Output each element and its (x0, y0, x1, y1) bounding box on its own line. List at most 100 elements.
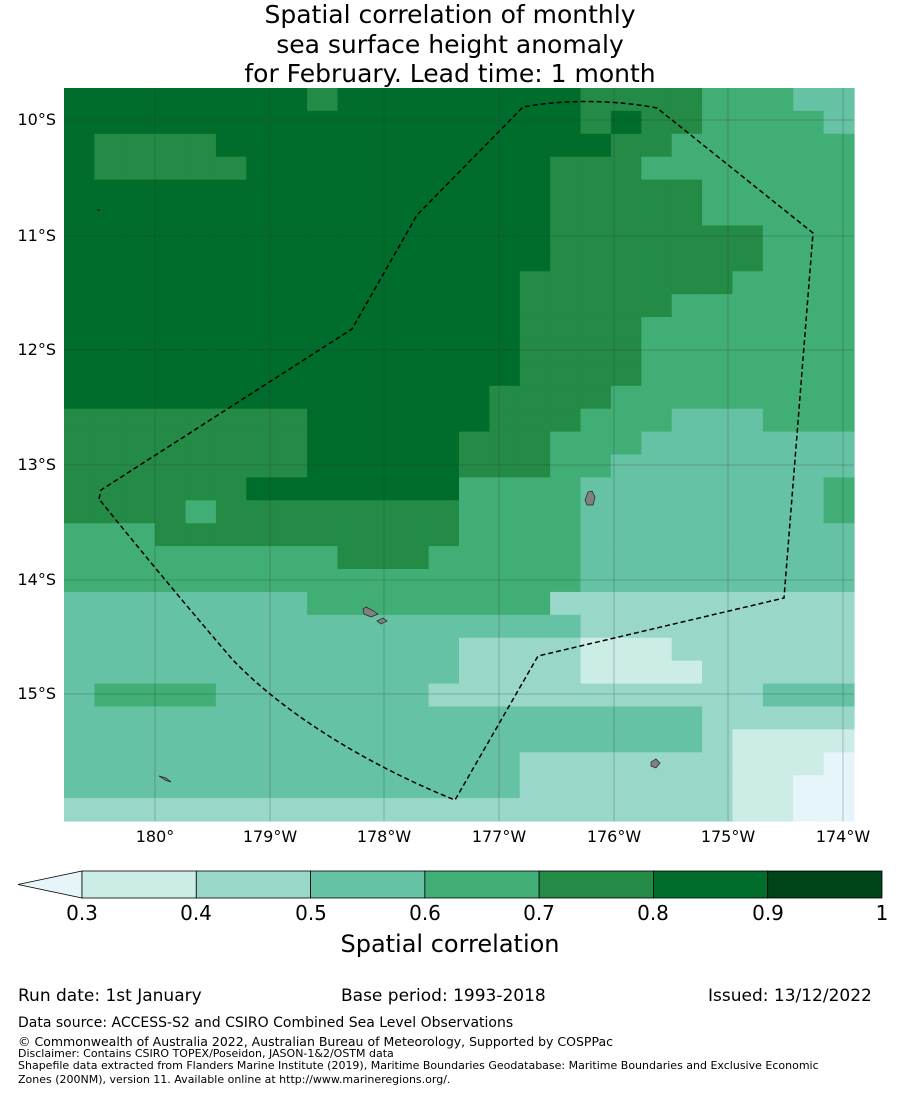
colorbar-tick: 0.6 (409, 901, 441, 925)
grid-cell (428, 225, 460, 249)
grid-cell (732, 729, 764, 753)
lon-label-174w: 174°W (815, 827, 871, 846)
grid-cell (155, 156, 187, 181)
grid-cell (94, 133, 126, 158)
grid-cell (428, 179, 460, 204)
grid-cell (641, 385, 673, 410)
grid-cell (762, 569, 794, 593)
grid-cell (519, 660, 551, 685)
copyright: © Commonwealth of Australia 2022, Austra… (18, 1034, 613, 1049)
grid-cell (702, 362, 734, 387)
grid-cell (671, 591, 703, 616)
grid-cell (276, 156, 308, 181)
grid-cell (307, 408, 339, 433)
grid-cell (337, 591, 369, 616)
grid-cell (489, 706, 521, 730)
grid-cell (398, 683, 430, 708)
grid-cell (428, 133, 460, 158)
grid-cell (185, 202, 217, 227)
grid-cell (215, 752, 247, 776)
lon-label-178w: 178°W (356, 827, 412, 846)
grid-cell (276, 706, 308, 730)
grid-cell (64, 362, 95, 387)
grid-cell (793, 317, 825, 341)
grid-cell (702, 454, 734, 479)
grid-cell (307, 752, 339, 776)
grid-cell (489, 271, 521, 295)
grid-cell (367, 614, 399, 639)
grid-cell (124, 88, 156, 112)
grid-cell (580, 431, 612, 456)
grid-cell (185, 408, 217, 433)
grid-cell (732, 523, 764, 547)
grid-cell (94, 500, 126, 524)
grid-cell (398, 477, 430, 501)
grid-cell (550, 454, 582, 479)
grid-cell (610, 133, 642, 158)
grid-cell (580, 546, 612, 570)
grid-cell (732, 431, 764, 456)
grid-cell (337, 362, 369, 387)
grid-cell (337, 752, 369, 776)
grid-cell (823, 339, 855, 364)
grid-cell (124, 569, 156, 593)
colorbar-segment (653, 870, 769, 899)
grid-cell (671, 88, 703, 112)
grid-cell (489, 202, 521, 227)
grid-cell (246, 431, 278, 456)
grid-cell (671, 362, 703, 387)
grid-cell (671, 706, 703, 730)
grid-cell (550, 729, 582, 753)
grid-cell (489, 546, 521, 570)
grid-cell (398, 88, 430, 112)
grid-cell (550, 660, 582, 685)
grid-cell (398, 110, 430, 135)
grid-cell (671, 225, 703, 249)
grid-cell (641, 271, 673, 295)
grid-cell (155, 637, 187, 662)
grid-cell (793, 660, 825, 685)
grid-cell (124, 523, 156, 547)
grid-cell (641, 683, 673, 708)
grid-cell (519, 202, 551, 227)
grid-cell (762, 248, 794, 272)
grid-cell (215, 271, 247, 295)
grid-cell (762, 110, 794, 135)
grid-cell (428, 248, 460, 272)
grid-cell (641, 179, 673, 204)
grid-cell (459, 477, 490, 501)
grid-cell (215, 248, 247, 272)
issued-date: Issued: 13/12/2022 (708, 986, 872, 1006)
grid-cell (276, 729, 308, 753)
grid-cell (307, 523, 339, 547)
grid-cell (580, 294, 612, 318)
grid-cell (671, 179, 703, 204)
lon-label-175w: 175°W (700, 827, 756, 846)
grid-cell (610, 248, 642, 272)
grid-cell (94, 546, 126, 570)
grid-cell (641, 110, 673, 135)
grid-cell (94, 523, 126, 547)
grid-cell (459, 752, 490, 776)
grid-cell (641, 225, 673, 249)
grid-cell (307, 706, 339, 730)
grid-cell (398, 614, 430, 639)
grid-cell (550, 317, 582, 341)
grid-cell (702, 546, 734, 570)
grid-cell (793, 546, 825, 570)
grid-cell (398, 569, 430, 593)
grid-cell (519, 569, 551, 593)
grid-cell (185, 591, 217, 616)
grid-cell (155, 317, 187, 341)
grid-cell (307, 431, 339, 456)
grid-cell (367, 477, 399, 501)
grid-cell (641, 500, 673, 524)
grid-cell (215, 156, 247, 181)
grid-cell (762, 202, 794, 227)
island-wallis-2 (376, 617, 388, 625)
grid-cell (307, 477, 339, 501)
grid-cell (550, 133, 582, 158)
grid-cell (519, 477, 551, 501)
grid-cell (550, 156, 582, 181)
grid-cell (823, 500, 855, 524)
